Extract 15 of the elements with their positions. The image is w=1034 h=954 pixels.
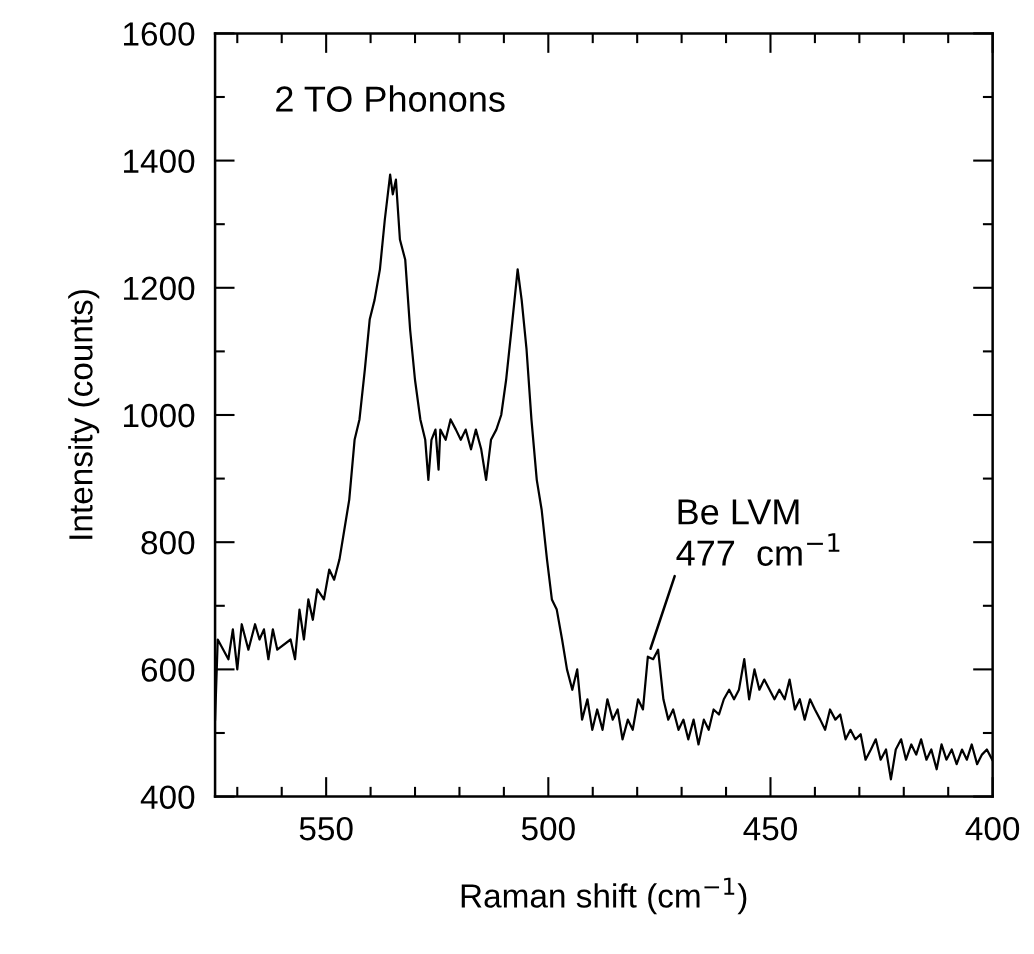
annotation: 2 TO Phonons [276, 85, 505, 112]
y-tick-label: 400 [140, 785, 195, 809]
y-tick-label: 600 [141, 658, 195, 682]
y-tick-label: 1600 [124, 22, 195, 46]
y-tick-label: 1000 [124, 403, 195, 428]
y-tick-label: 800 [141, 530, 195, 555]
y-axis-title: Intensity (counts) [68, 290, 100, 539]
x-axis-title: Raman shift (cm$^{−1}$) [461, 877, 747, 915]
x-tick-label: 400 [965, 816, 1020, 841]
y-tick-label: 1400 [124, 149, 195, 173]
x-tick-label: 550 [299, 816, 353, 841]
x-tick-label: 450 [743, 816, 797, 841]
x-tick-label: 500 [521, 816, 575, 841]
annotation: Be LVM 477 cm$^{−1}$ [676, 499, 840, 566]
y-tick-label: 1200 [124, 276, 195, 301]
